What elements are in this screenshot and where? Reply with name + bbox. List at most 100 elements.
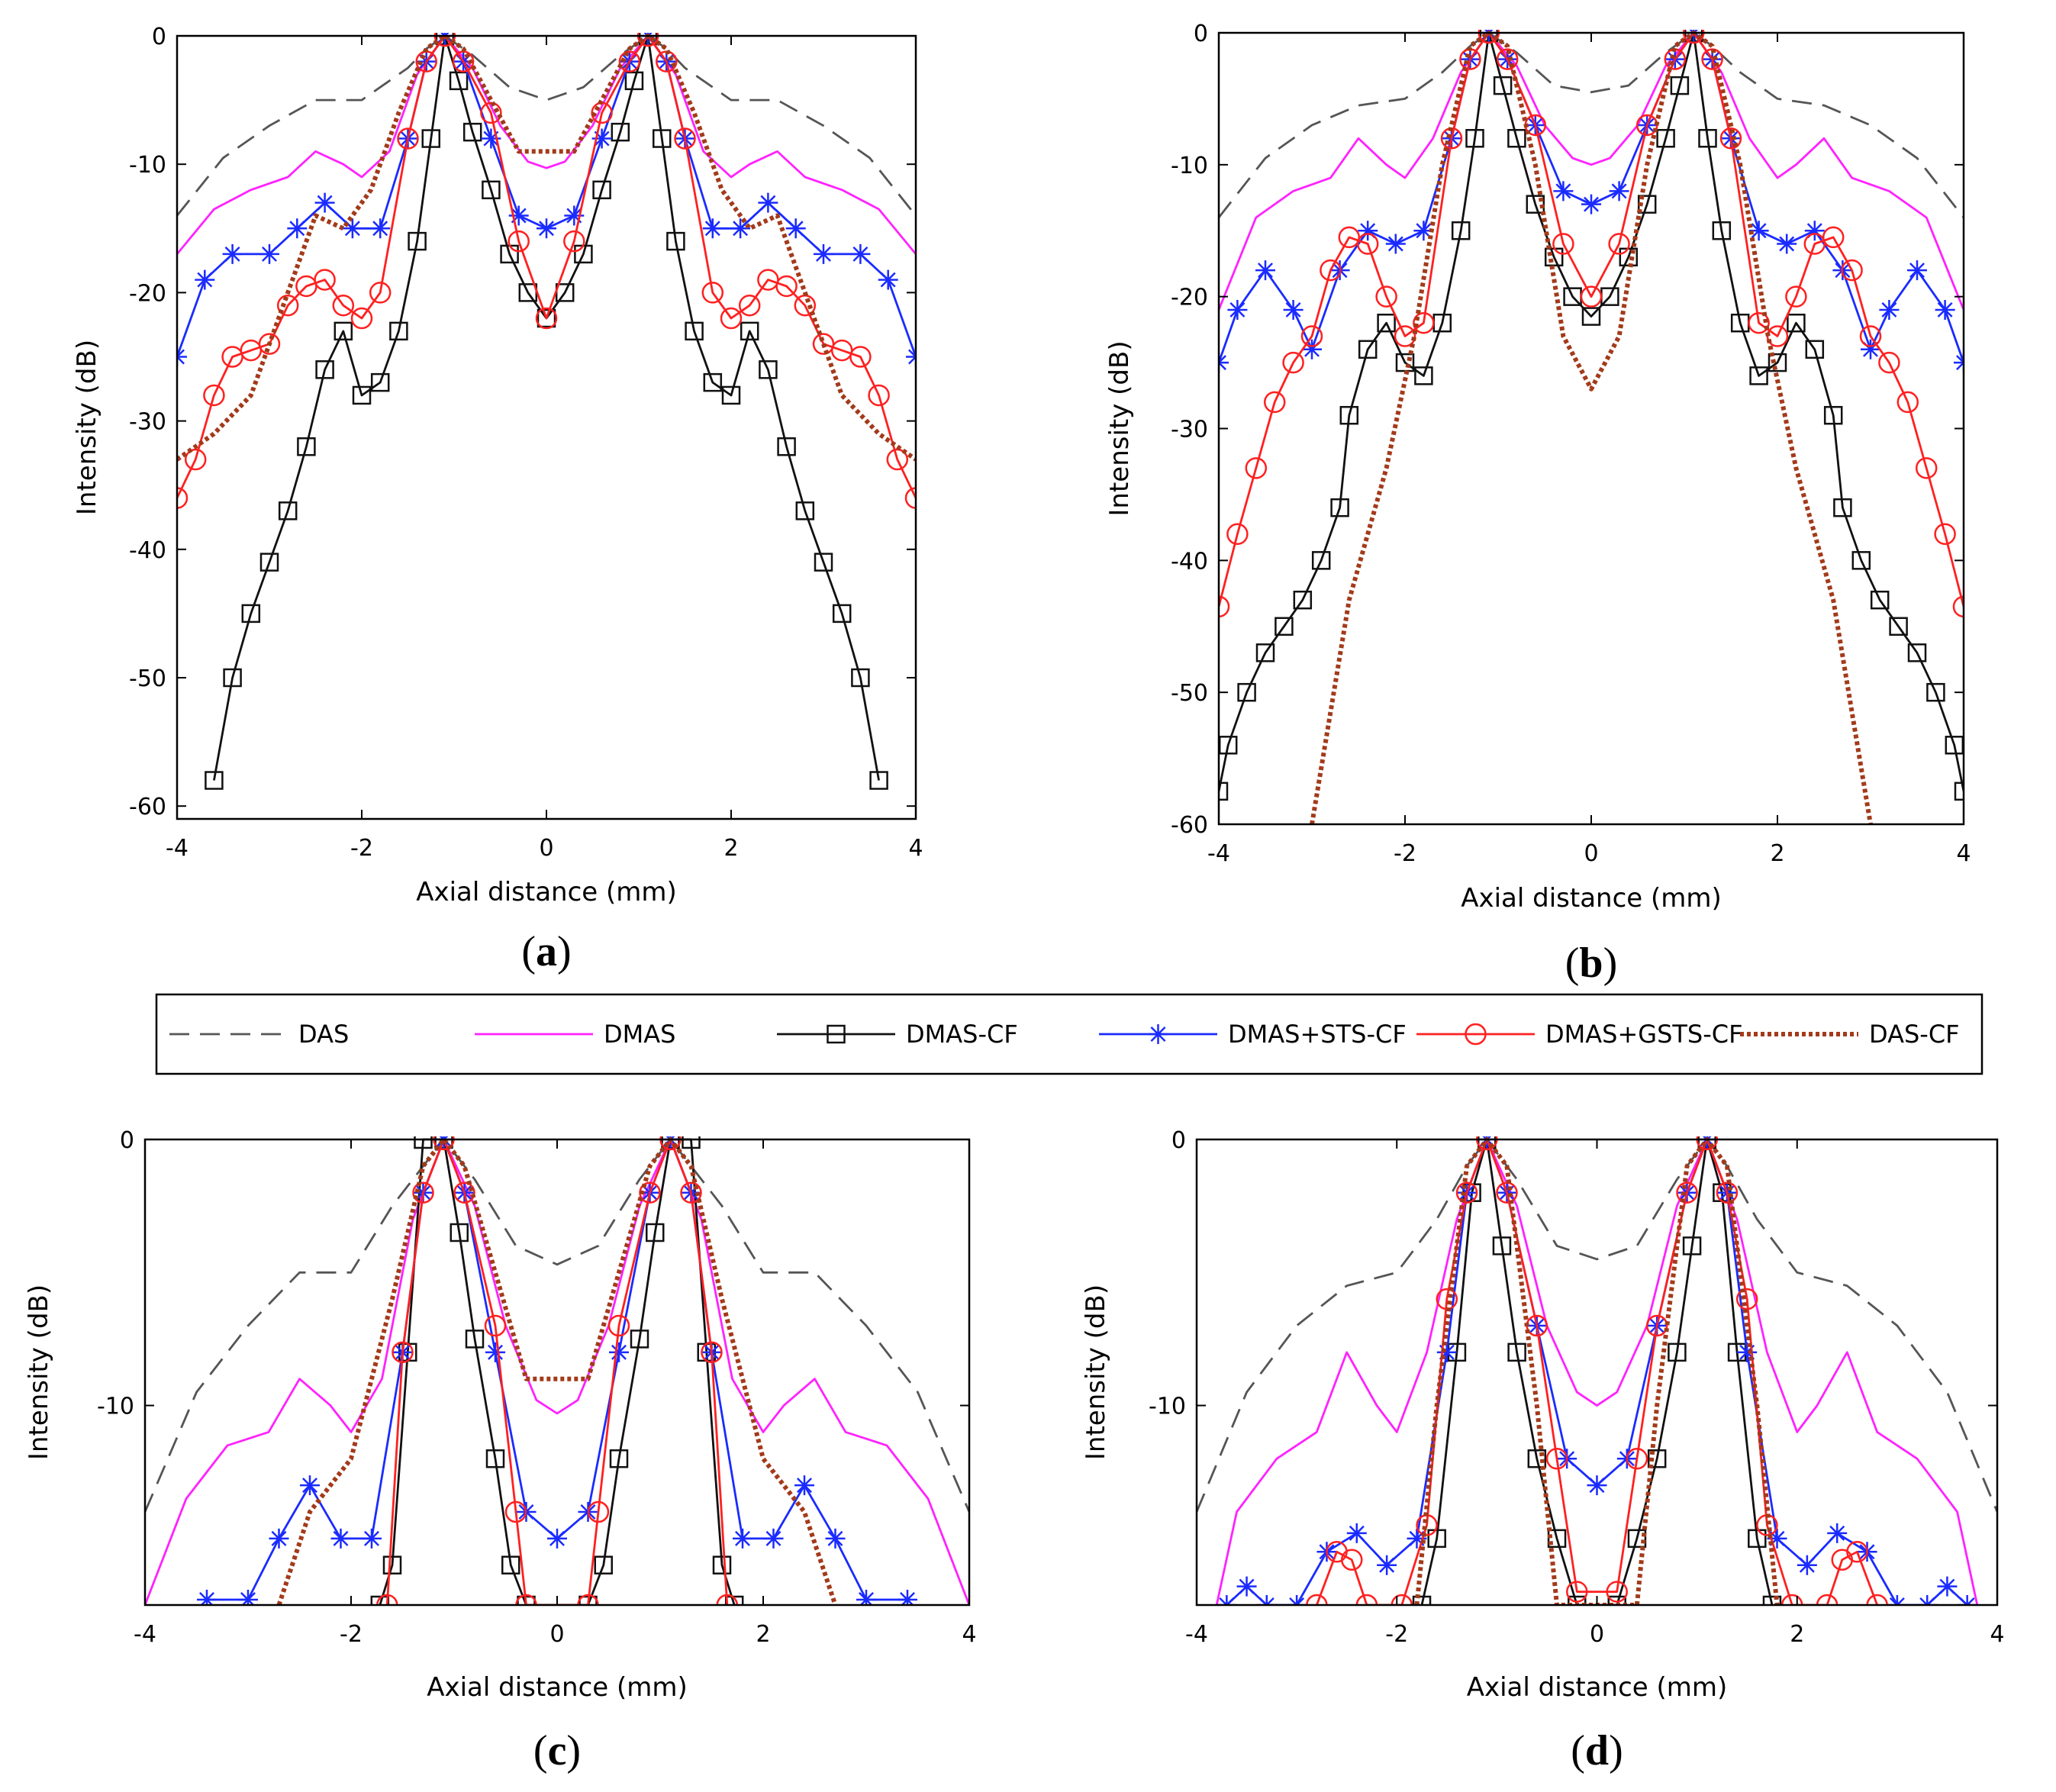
point-dmas-plus-sts-cf — [763, 1528, 784, 1549]
point-dmas-plus-gsts-cf — [184, 448, 207, 471]
point-dmas-cf — [223, 668, 242, 688]
y-tick-label: 0 — [120, 1127, 134, 1154]
legend-entry-dmas-plus-sts-cf: DMAS+STS-CF — [1099, 1020, 1407, 1049]
point-dmas-plus-gsts-cf — [886, 448, 909, 471]
point-dmas-cf — [1668, 1342, 1687, 1362]
point-dmas-plus-sts-cf — [269, 1528, 289, 1549]
x-tick-label: 4 — [908, 835, 923, 862]
y-tick-label: -40 — [1171, 548, 1208, 575]
point-dmas-cf — [646, 1223, 665, 1242]
point-dmas-cf — [1275, 617, 1294, 636]
point-dmas-plus-gsts-cf — [563, 230, 585, 253]
x-axis-label: Axial distance (mm) — [1461, 883, 1722, 914]
point-dmas-plus-gsts-cf — [1915, 457, 1938, 479]
series-das-cf — [1310, 31, 1873, 824]
point-dmas-plus-sts-cf — [1407, 1528, 1427, 1549]
point-dmas-plus-sts-cf — [814, 243, 833, 264]
point-dmas-plus-gsts-cf — [1780, 1594, 1803, 1605]
point-dmas-plus-gsts-cf — [1245, 457, 1268, 479]
series-das — [1197, 1138, 1997, 1513]
point-dmas-plus-gsts-cf — [177, 487, 189, 509]
point-dmas-plus-gsts-cf — [1608, 233, 1630, 255]
y-tick-label: -10 — [1171, 153, 1208, 179]
point-dmas-cf — [777, 437, 796, 456]
legend-entry-dmas: DMAS — [475, 1020, 675, 1049]
point-dmas-plus-gsts-cf — [258, 333, 281, 355]
point-dmas-plus-sts-cf — [591, 128, 612, 149]
point-dmas-cf — [721, 385, 741, 405]
point-dmas-plus-gsts-cf — [1866, 1594, 1888, 1605]
line-dmas-cf — [1219, 31, 1964, 792]
point-dmas-cf — [485, 1449, 505, 1468]
point-dmas-plus-gsts-cf — [376, 1594, 398, 1605]
point-dmas-plus-gsts-cf — [775, 275, 798, 298]
series-das — [145, 1138, 969, 1513]
point-dmas-plus-gsts-cf — [276, 294, 299, 317]
point-dmas-plus-gsts-cf — [1841, 259, 1863, 282]
point-dmas-plus-sts-cf — [1358, 221, 1378, 241]
point-dmas-cf — [712, 1555, 732, 1574]
point-dmas-plus-sts-cf — [730, 218, 751, 239]
y-tick-label: -10 — [129, 152, 166, 179]
point-dmas-cf — [1682, 1236, 1702, 1255]
point-dmas-cf — [315, 360, 334, 379]
x-tick-label: -4 — [134, 1621, 156, 1648]
point-dmas-cf — [501, 1555, 520, 1574]
y-tick-label: -10 — [97, 1394, 134, 1420]
point-dmas-plus-sts-cf — [537, 218, 556, 239]
point-dmas-cf — [1547, 1529, 1567, 1549]
point-dmas-cf — [703, 372, 723, 392]
point-dmas-plus-sts-cf — [878, 269, 898, 290]
point-dmas-cf — [334, 321, 353, 341]
point-dmas-cf — [1926, 682, 1945, 702]
point-dmas-plus-sts-cf — [1935, 299, 1955, 320]
point-dmas-plus-gsts-cf — [1340, 1549, 1363, 1571]
point-dmas-cf — [1293, 590, 1313, 610]
x-tick-label: 2 — [723, 835, 738, 862]
x-tick-label: -4 — [1207, 840, 1230, 867]
point-dmas-plus-gsts-cf — [1748, 311, 1770, 334]
point-dmas-cf — [1647, 1449, 1667, 1468]
point-dmas-plus-gsts-cf — [504, 1500, 527, 1523]
series-dmas-cf — [1219, 30, 1964, 801]
point-dmas-plus-gsts-cf — [1952, 595, 1964, 618]
line-dmas — [1215, 1138, 1979, 1605]
panel-label: (d) — [1571, 1727, 1623, 1774]
point-dmas-cf — [685, 321, 704, 341]
legend-label: DMAS+GSTS-CF — [1545, 1020, 1743, 1049]
line-dmas — [177, 34, 916, 255]
y-axis-label: Intensity (dB) — [72, 340, 102, 515]
y-tick-label: -10 — [1149, 1394, 1186, 1420]
series-group — [1197, 1136, 1997, 1605]
point-dmas-cf — [1339, 405, 1359, 425]
line-dmas-plus-gsts-cf — [385, 1138, 729, 1605]
x-tick-label: -2 — [1385, 1621, 1408, 1648]
point-dmas-plus-gsts-cf — [1645, 1314, 1668, 1337]
point-dmas-cf — [1311, 551, 1331, 570]
point-dmas-cf — [205, 771, 224, 790]
point-dmas-plus-sts-cf — [547, 1528, 567, 1549]
point-dmas-cf — [814, 553, 833, 572]
point-dmas-cf — [832, 604, 852, 624]
x-tick-label: 4 — [962, 1621, 976, 1648]
point-dmas-plus-sts-cf — [1227, 299, 1248, 320]
y-axis-label: Intensity (dB) — [24, 1284, 54, 1460]
point-dmas-cf — [389, 321, 408, 341]
series-dmas — [1219, 31, 1964, 311]
point-dmas-cf — [1507, 129, 1526, 148]
point-dmas-plus-gsts-cf — [680, 1181, 702, 1204]
point-dmas-cf — [594, 1555, 613, 1574]
legend-entry-das: DAS — [169, 1020, 349, 1049]
point-dmas-plus-sts-cf — [1553, 181, 1574, 201]
point-dmas-cf — [482, 180, 501, 200]
line-das — [1219, 31, 1964, 218]
line-dmas — [145, 1138, 969, 1605]
point-dmas-cf — [537, 308, 556, 328]
point-dmas-plus-gsts-cf — [369, 282, 392, 304]
x-tick-label: -2 — [350, 835, 373, 862]
point-dmas-plus-sts-cf — [1907, 260, 1927, 281]
line-das-cf — [177, 34, 916, 462]
point-dmas-cf — [1412, 1595, 1432, 1605]
point-dmas-cf — [1492, 1236, 1512, 1255]
point-dmas-cf — [1237, 682, 1256, 702]
